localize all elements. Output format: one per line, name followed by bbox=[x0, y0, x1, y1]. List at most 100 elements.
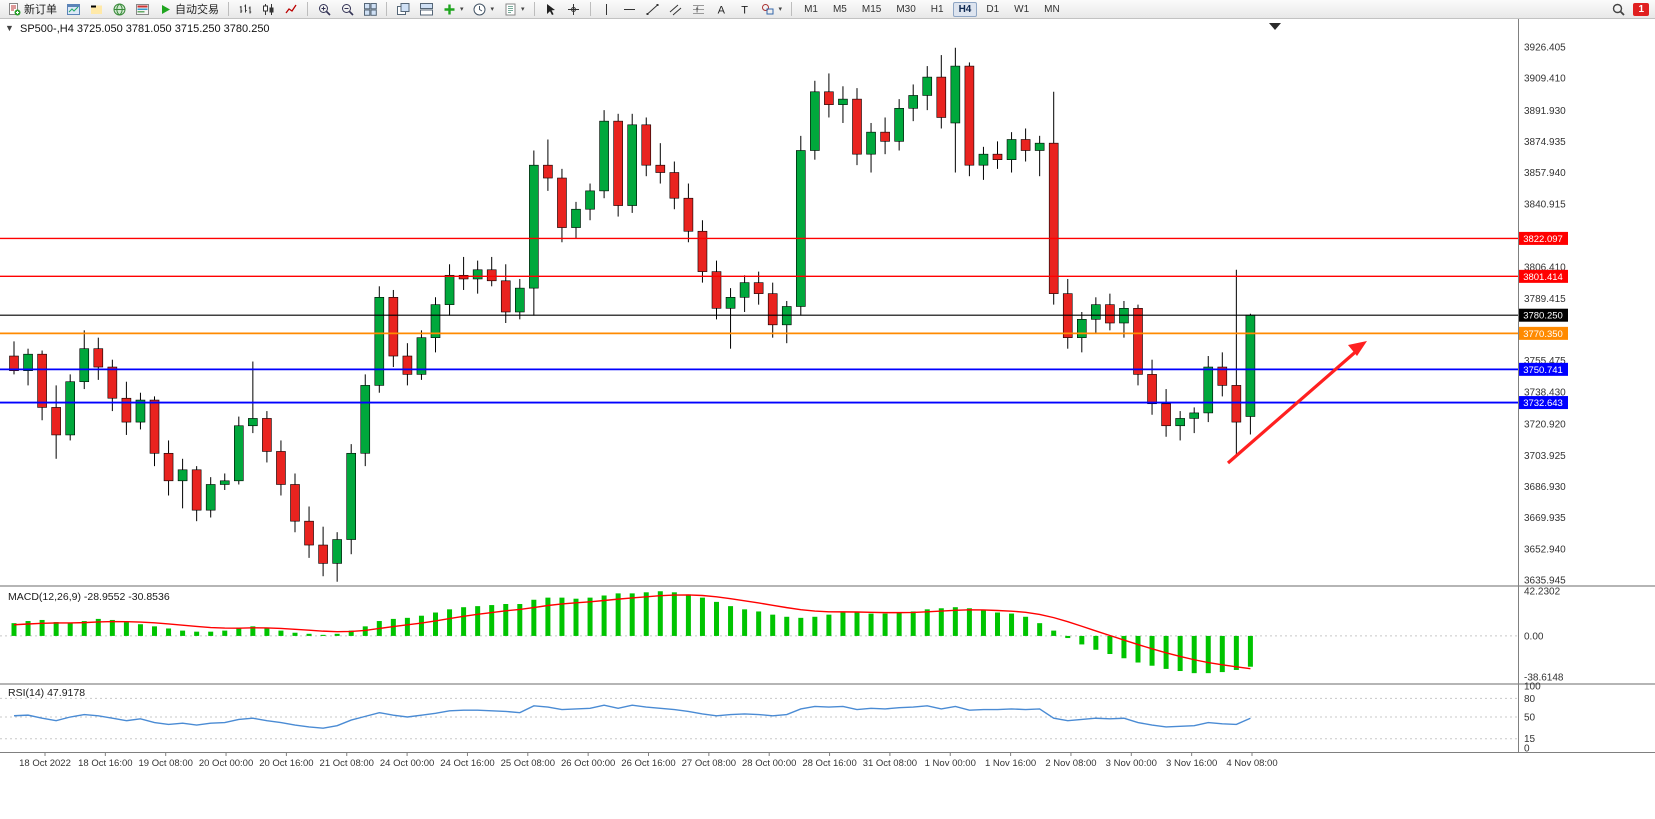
vertical-line-tool-button[interactable] bbox=[596, 1, 618, 18]
timeframe-h4-button[interactable]: H4 bbox=[952, 1, 978, 17]
shapes-tool-button[interactable]: ▾ bbox=[757, 1, 787, 18]
macd-histogram-bar bbox=[475, 606, 481, 636]
add-indicator-icon bbox=[442, 2, 456, 16]
arrange-windows-button[interactable] bbox=[415, 1, 437, 18]
trendline-tool-button[interactable] bbox=[642, 1, 664, 18]
timeframe-m30-button[interactable]: M30 bbox=[896, 3, 916, 15]
price-tick-label: 3789.415 bbox=[1524, 294, 1566, 305]
rsi-axis-label: 0 bbox=[1524, 744, 1530, 755]
cursor-tool-button[interactable] bbox=[540, 1, 562, 18]
candle-body bbox=[1133, 308, 1143, 375]
candle-body bbox=[205, 484, 216, 511]
charts-window-button[interactable] bbox=[62, 1, 84, 18]
macd-histogram-bar bbox=[559, 597, 565, 636]
period-selector-button[interactable]: ▾ bbox=[469, 1, 499, 18]
zoom-in-button[interactable] bbox=[313, 1, 335, 18]
profiles-button[interactable] bbox=[85, 1, 107, 18]
timeframe-m1-button[interactable]: M1 bbox=[804, 3, 818, 15]
price-level-badge bbox=[1519, 308, 1568, 322]
macd-histogram-bar bbox=[1177, 635, 1183, 672]
add-indicator-button[interactable]: ▾ bbox=[438, 1, 468, 18]
candle-body bbox=[360, 385, 371, 454]
cascade-windows-button[interactable] bbox=[392, 1, 414, 18]
macd-histogram-bar bbox=[236, 628, 242, 636]
price-level-badge bbox=[1519, 396, 1568, 410]
macd-histogram-bar bbox=[95, 618, 101, 636]
macd-axis-label: -38.6148 bbox=[1524, 673, 1564, 684]
candle-body bbox=[964, 65, 975, 166]
macd-histogram-bar bbox=[966, 608, 972, 636]
price-level-badge bbox=[1519, 269, 1568, 283]
macd-histogram-bar bbox=[404, 617, 410, 636]
macd-axis-label: 0.00 bbox=[1524, 631, 1544, 642]
candle-body bbox=[135, 399, 146, 423]
candle-body bbox=[838, 98, 848, 105]
macd-histogram-bar bbox=[166, 628, 172, 636]
template-button[interactable]: ▾ bbox=[499, 1, 529, 18]
candle-body bbox=[922, 76, 933, 96]
terminal-button[interactable] bbox=[131, 1, 153, 18]
line-chart-button[interactable] bbox=[280, 1, 302, 18]
candle-body bbox=[332, 539, 342, 564]
toolbar-separator bbox=[589, 2, 591, 16]
svg-text:f: f bbox=[696, 5, 699, 14]
time-tick-label: 4 Nov 08:00 bbox=[1226, 758, 1277, 769]
macd-indicator-label: MACD(12,26,9) -28.9552 -30.8536 bbox=[8, 591, 170, 603]
candle-body bbox=[725, 297, 736, 309]
price-chart-canvas[interactable]: 3926.405 3909.410 3891.930 3874.935 3857.940… bbox=[0, 19, 1655, 819]
bar-chart-button[interactable] bbox=[234, 1, 256, 18]
candle-body bbox=[37, 353, 47, 408]
candle-body bbox=[191, 469, 202, 511]
tile-windows-button[interactable] bbox=[359, 1, 381, 18]
timeframe-w1-button[interactable]: W1 bbox=[1014, 3, 1030, 15]
macd-histogram-bar bbox=[770, 614, 776, 636]
price-tick-label: 3909.410 bbox=[1524, 74, 1566, 85]
dropdown-arrow-icon: ▾ bbox=[490, 6, 495, 13]
candle-body bbox=[1161, 403, 1171, 427]
new-order-button[interactable]: 新订单 bbox=[3, 1, 61, 18]
time-tick-label: 21 Oct 08:00 bbox=[320, 758, 374, 769]
candle-body bbox=[402, 355, 413, 375]
time-tick-label: 1 Nov 00:00 bbox=[925, 758, 976, 769]
timeframe-h1-button[interactable]: H1 bbox=[930, 3, 944, 15]
candle-body bbox=[51, 407, 61, 436]
macd-histogram-bar bbox=[742, 609, 748, 636]
macd-histogram-bar bbox=[728, 606, 734, 636]
candle-body bbox=[753, 282, 764, 294]
candle-body bbox=[880, 131, 890, 142]
crosshair-tool-button[interactable] bbox=[563, 1, 585, 18]
timeframe-m5-button[interactable]: M5 bbox=[832, 3, 847, 15]
label-tool-button[interactable]: T bbox=[734, 1, 756, 18]
toolbar-separator bbox=[386, 2, 387, 16]
macd-histogram-bar bbox=[180, 630, 186, 636]
navigator-icon bbox=[112, 2, 126, 16]
autotrading-button[interactable]: 自动交易 bbox=[154, 1, 223, 18]
toolbar-separator bbox=[228, 2, 229, 16]
timeframe-mn-button[interactable]: MN bbox=[1044, 3, 1060, 15]
candle-body bbox=[978, 153, 989, 166]
macd-histogram-bar bbox=[292, 632, 298, 636]
search-button[interactable] bbox=[1607, 1, 1629, 18]
macd-histogram-bar bbox=[587, 597, 593, 636]
macd-histogram-bar bbox=[1037, 623, 1043, 636]
candle-body bbox=[346, 452, 357, 540]
navigator-button[interactable] bbox=[108, 1, 130, 18]
timeframe-d1-button[interactable]: D1 bbox=[986, 3, 1000, 15]
notification-badge[interactable]: 1 bbox=[1633, 2, 1649, 16]
candle-body bbox=[936, 76, 947, 118]
macd-histogram-bar bbox=[1009, 613, 1015, 636]
text-tool-button[interactable]: A bbox=[711, 1, 733, 18]
candlestick-chart-button[interactable] bbox=[257, 1, 279, 18]
zoom-out-button[interactable] bbox=[336, 1, 358, 18]
macd-histogram-bar bbox=[278, 630, 284, 636]
fibonacci-tool-button[interactable]: f bbox=[688, 1, 710, 18]
profiles-icon bbox=[89, 2, 103, 16]
chart-window[interactable]: 3926.405 3909.410 3891.930 3874.935 3857.940… bbox=[0, 19, 1655, 819]
timeframe-m15-button[interactable]: M15 bbox=[861, 3, 882, 15]
one-click-trading-toggle[interactable]: ▼ bbox=[5, 23, 14, 33]
macd-histogram-bar bbox=[1149, 635, 1155, 666]
candle-body bbox=[810, 91, 820, 151]
price-level-badge-label: 3801.414 bbox=[1523, 272, 1563, 283]
horizontal-line-tool-button[interactable] bbox=[619, 1, 641, 18]
channel-tool-button[interactable] bbox=[665, 1, 687, 18]
